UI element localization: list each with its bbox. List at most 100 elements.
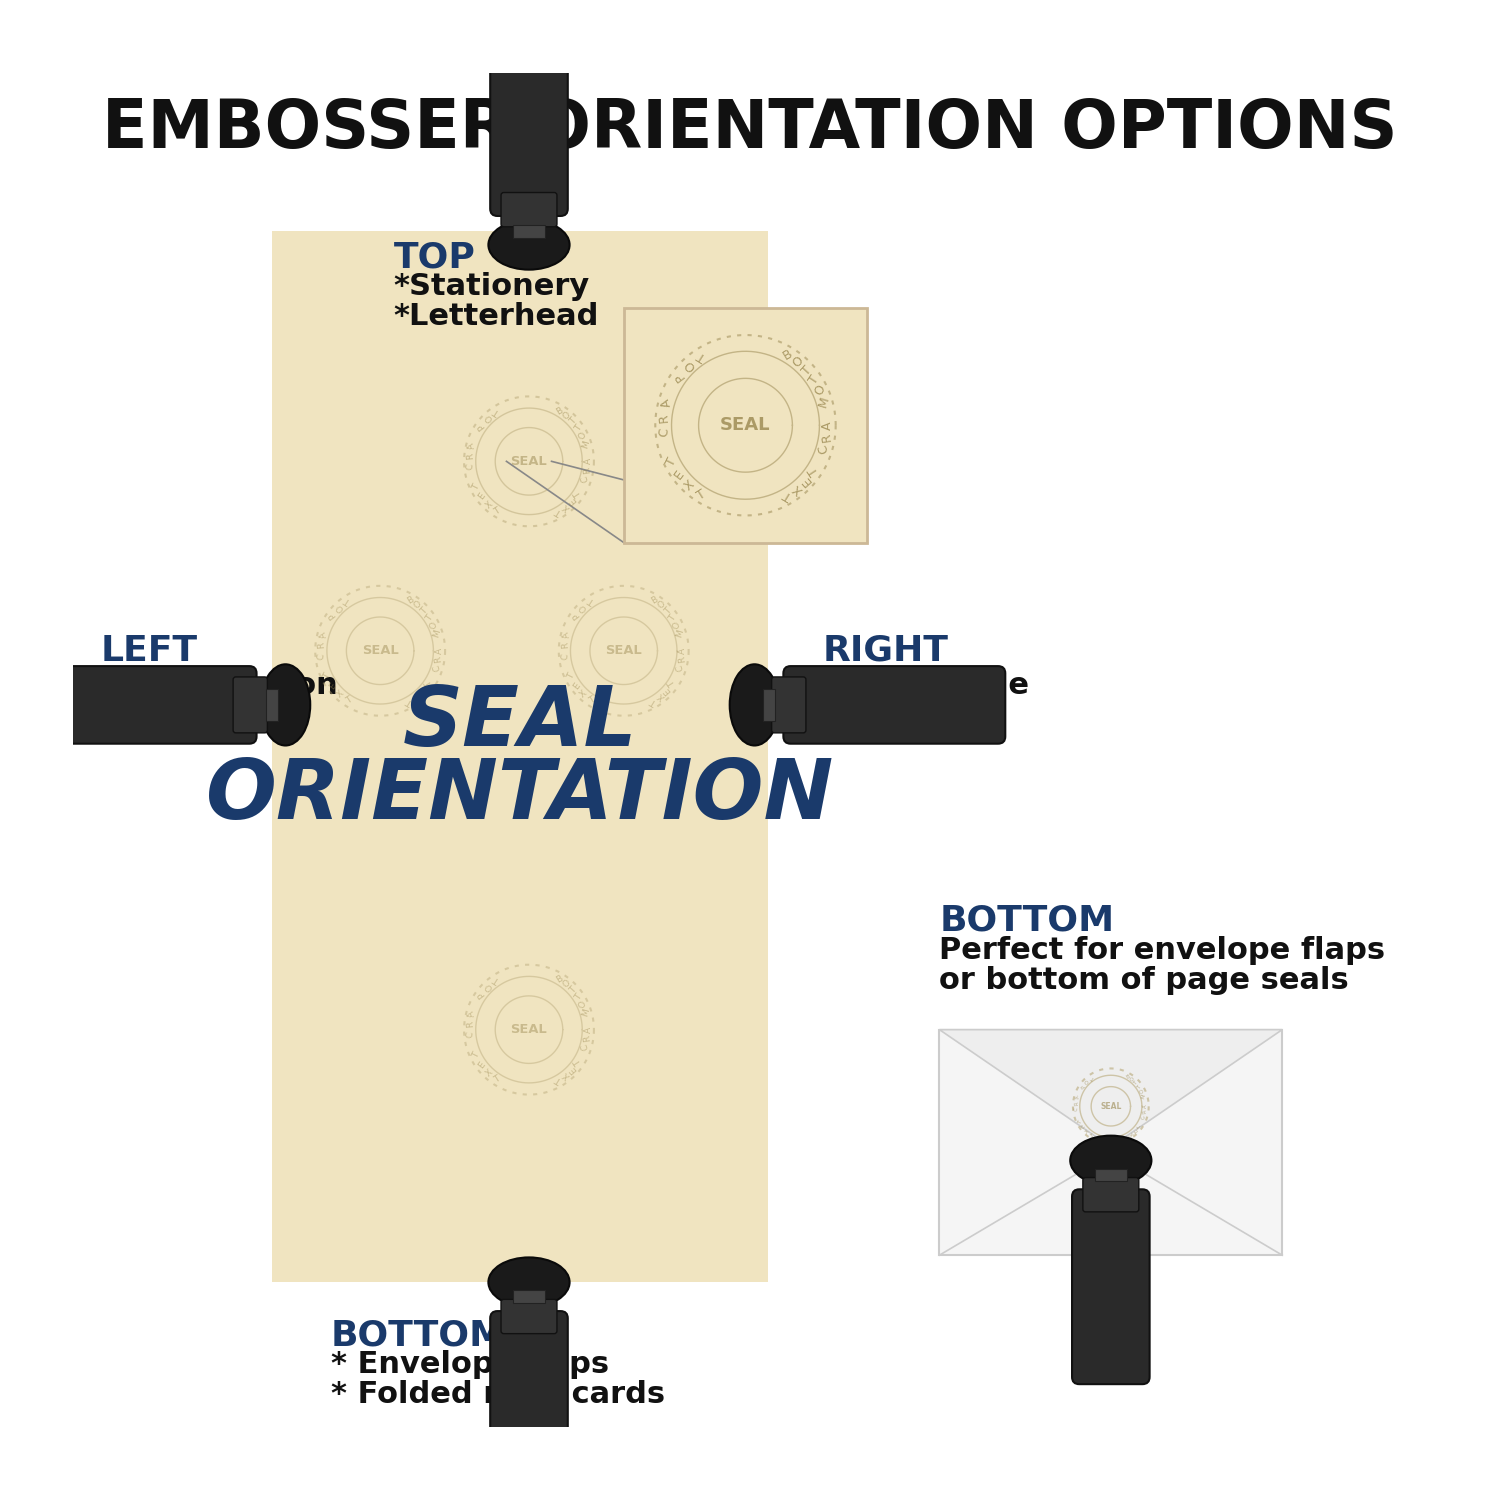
- Text: SEAL: SEAL: [1100, 1102, 1122, 1112]
- Text: T: T: [494, 1074, 502, 1084]
- Text: * Envelope flaps: * Envelope flaps: [330, 1350, 609, 1378]
- Text: T: T: [650, 696, 658, 706]
- Text: X: X: [483, 1068, 494, 1078]
- Text: E: E: [663, 686, 674, 696]
- FancyBboxPatch shape: [490, 1311, 568, 1500]
- Text: X: X: [682, 478, 698, 494]
- Text: *Letterhead: *Letterhead: [393, 302, 598, 330]
- Text: E: E: [800, 472, 814, 488]
- Ellipse shape: [489, 1257, 570, 1306]
- Text: B: B: [555, 405, 564, 416]
- Ellipse shape: [489, 220, 570, 270]
- Bar: [624, 308, 867, 543]
- Text: T: T: [782, 488, 795, 502]
- Text: X: X: [561, 1070, 572, 1080]
- Text: O: O: [1084, 1078, 1090, 1084]
- Text: T: T: [419, 606, 429, 616]
- Text: T: T: [568, 417, 578, 428]
- Text: T: T: [406, 696, 416, 706]
- Text: C: C: [580, 474, 591, 483]
- Ellipse shape: [261, 664, 310, 746]
- Text: P: P: [1080, 1083, 1086, 1089]
- Text: R: R: [465, 1020, 476, 1028]
- Text: RIGHT: RIGHT: [822, 634, 948, 668]
- Text: LEFT: LEFT: [100, 634, 198, 668]
- Text: R: R: [657, 413, 670, 423]
- Text: P: P: [327, 610, 338, 621]
- Text: O: O: [561, 410, 572, 422]
- Text: O: O: [578, 999, 588, 1010]
- Text: P: P: [672, 369, 687, 382]
- Ellipse shape: [1070, 1136, 1152, 1185]
- Text: T: T: [573, 424, 584, 433]
- Text: O: O: [413, 600, 423, 610]
- Text: M: M: [816, 394, 833, 408]
- Text: * Book page: * Book page: [822, 670, 1029, 699]
- Text: B: B: [650, 596, 660, 606]
- Text: TOP: TOP: [393, 240, 476, 274]
- Text: T: T: [668, 680, 678, 688]
- Text: R: R: [582, 1035, 592, 1042]
- Text: T: T: [494, 506, 502, 516]
- Text: C: C: [465, 1032, 476, 1038]
- Text: O: O: [790, 354, 806, 370]
- Text: T: T: [555, 1076, 564, 1086]
- Text: X: X: [483, 500, 494, 510]
- Text: T: T: [573, 992, 584, 1002]
- Text: R: R: [582, 466, 592, 474]
- FancyBboxPatch shape: [783, 666, 1005, 744]
- Text: Perfect for envelope flaps: Perfect for envelope flaps: [939, 936, 1386, 964]
- Text: A: A: [1143, 1104, 1148, 1108]
- Text: T: T: [800, 363, 814, 378]
- Bar: [939, 1029, 1282, 1255]
- Text: C: C: [675, 663, 686, 672]
- Text: A: A: [318, 630, 328, 639]
- Text: C: C: [657, 427, 670, 438]
- Text: T: T: [807, 374, 822, 387]
- Text: T: T: [344, 596, 354, 606]
- FancyBboxPatch shape: [1083, 1178, 1138, 1212]
- Text: C: C: [1142, 1114, 1148, 1119]
- Text: M: M: [432, 628, 442, 639]
- Text: A: A: [584, 459, 592, 465]
- Text: T: T: [424, 614, 435, 622]
- Text: BOTTOM: BOTTOM: [939, 903, 1114, 938]
- Polygon shape: [939, 1029, 1282, 1148]
- Text: O: O: [578, 430, 588, 441]
- Text: T: T: [1077, 1119, 1083, 1124]
- Text: X: X: [413, 692, 423, 702]
- Text: SEAL: SEAL: [720, 417, 771, 435]
- Text: O: O: [427, 621, 439, 630]
- Text: O: O: [672, 621, 682, 630]
- Text: T: T: [668, 614, 678, 622]
- Text: BOTTOM: BOTTOM: [330, 1318, 506, 1353]
- Text: T: T: [588, 596, 597, 606]
- Text: O: O: [334, 602, 345, 613]
- Text: T: T: [1137, 1084, 1143, 1090]
- Text: or bottom of page seals: or bottom of page seals: [939, 966, 1348, 996]
- Bar: [266, 688, 278, 722]
- Bar: [513, 225, 544, 237]
- Bar: [513, 1290, 544, 1304]
- Text: T: T: [1126, 1132, 1131, 1138]
- Text: T: T: [573, 1058, 584, 1066]
- Text: O: O: [578, 602, 590, 613]
- Text: T: T: [1137, 1122, 1143, 1128]
- Text: T: T: [664, 454, 680, 468]
- Text: EMBOSSER ORIENTATION OPTIONS: EMBOSSER ORIENTATION OPTIONS: [102, 96, 1398, 162]
- Text: M: M: [675, 628, 686, 639]
- Text: T: T: [494, 406, 502, 417]
- FancyBboxPatch shape: [1072, 1190, 1149, 1384]
- Text: C: C: [1074, 1107, 1078, 1112]
- Text: E: E: [327, 681, 338, 692]
- Text: A: A: [435, 648, 444, 654]
- Text: R: R: [433, 656, 444, 663]
- Text: T: T: [1089, 1132, 1095, 1138]
- Ellipse shape: [729, 664, 780, 746]
- FancyBboxPatch shape: [34, 666, 256, 744]
- Text: M: M: [580, 1008, 591, 1017]
- Text: T: T: [471, 1052, 482, 1060]
- Text: *Stationery: *Stationery: [393, 272, 590, 302]
- Text: SEAL: SEAL: [402, 682, 638, 764]
- Text: C: C: [465, 464, 476, 471]
